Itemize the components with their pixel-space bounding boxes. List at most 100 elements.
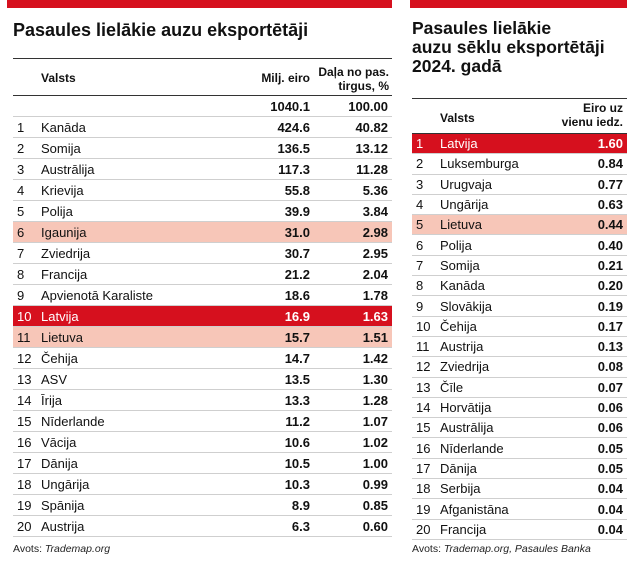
country-name: Nīderlande [440,440,504,456]
value-cell: 10.3 [284,476,310,492]
table-row: 20 Francija 0.04 [412,520,627,540]
rank: 10 [17,308,32,324]
value-cell: 0.63 [597,197,623,213]
rank: 18 [17,476,32,492]
country-name: Kanāda [440,278,485,294]
value-cell: 13.5 [284,371,310,387]
value-cell: 10.6 [284,434,310,450]
value-cell: 21.2 [284,266,310,282]
value-cell: 18.6 [284,287,310,303]
col-header-share-line1: Daļa no pas. [318,65,389,79]
table-row: 1 Latvija 1.60 [412,134,627,155]
value-cell: 14.7 [284,350,310,366]
value-cell: 0.07 [597,379,623,395]
table-row: 12 Zviedrija 0.08 [412,357,627,378]
country-name: Igaunija [41,224,87,240]
value-cell: 0.19 [597,298,623,314]
country-name: Luksemburga [440,156,519,172]
table-row: 9 Apvienotā Karaliste 18.6 1.78 [13,285,392,306]
country-name: Somija [440,257,480,273]
table-row: 19 Afganistāna 0.04 [412,499,627,520]
left-source: Avots: Trademap.org [13,543,110,555]
table-row: 7 Zviedrija 30.7 2.95 [13,243,392,264]
col-header-value-line2: vienu iedz. [561,115,623,129]
country-name: Somija [41,140,81,156]
table-row: 8 Kanāda 0.20 [412,276,627,297]
country-name: Austrija [41,518,85,534]
country-name: Zviedrija [41,245,91,261]
right-title: Pasaules lielākie auzu sēklu eksportētāj… [412,19,605,76]
country-name: Zviedrija [440,359,490,375]
value-cell: 0.44 [597,217,623,233]
col-header-value-line1: Eiro uz [582,101,623,115]
country-name: Čīle [440,379,464,395]
value-cell: 0.04 [597,481,623,497]
table-row: 10 Čehija 0.17 [412,317,627,337]
rank: 7 [416,257,424,273]
value-cell: 6.3 [291,518,310,534]
header-rule-top [412,98,627,99]
share-cell: 0.99 [362,476,388,492]
table-row: 13 Čīle 0.07 [412,378,627,398]
rank: 16 [416,440,431,456]
value-cell: 11.2 [285,413,310,429]
country-name: Spānija [41,497,85,513]
total-row: 1040.1 100.00 [13,96,392,117]
value-cell: 0.21 [597,257,623,273]
share-cell: 1.42 [362,350,388,366]
value-cell: 0.04 [597,521,623,537]
value-cell: 0.40 [597,237,623,253]
country-name: Austrija [440,339,484,355]
country-name: Čehija [41,350,78,366]
rank: 13 [416,379,431,395]
country-name: Horvātija [440,400,492,416]
country-name: Dānija [440,460,477,476]
value-cell: 16.9 [284,308,310,324]
table-row: 4 Krievija 55.8 5.36 [13,180,392,201]
rank: 16 [17,434,32,450]
col-header-share-line2: tirgus, % [338,79,389,93]
value-cell: 0.06 [597,400,623,416]
table-row: 11 Lietuva 15.7 1.51 [13,327,392,348]
left-source-label: Avots: [13,543,45,555]
table-row: 19 Spānija 8.9 0.85 [13,495,392,516]
table-row: 15 Austrālija 0.06 [412,418,627,439]
share-cell: 1.63 [362,308,388,324]
country-name: Čehija [440,318,477,334]
table-row: 12 Čehija 14.7 1.42 [13,348,392,369]
table-row: 5 Lietuva 0.44 [412,215,627,236]
value-cell: 13.3 [284,392,310,408]
country-name: Latvija [41,308,79,324]
left-title: Pasaules lielākie auzu eksportētāji [13,20,309,40]
share-cell: 2.98 [362,224,388,240]
rank: 11 [17,329,31,345]
share-cell: 1.02 [362,434,388,450]
rank: 2 [416,156,424,172]
rank: 18 [416,481,431,497]
right-title-line2: auzu sēklu eksportētāji [412,37,605,57]
rank: 15 [17,413,32,429]
rank: 5 [17,203,25,219]
rank: 15 [416,420,431,436]
table-row: 1 Kanāda 424.6 40.82 [13,117,392,138]
value-cell: 0.05 [597,460,623,476]
oat-seed-exporters-table: Pasaules lielākie auzu sēklu eksportētāj… [410,0,627,571]
country-name: Nīderlande [41,413,105,429]
country-name: Serbija [440,481,481,497]
table-row: 10 Latvija 16.9 1.63 [13,306,392,327]
value-cell: 0.08 [597,359,623,375]
right-source-label: Avots: [412,543,444,555]
country-name: Slovākija [440,298,493,314]
share-cell: 1.28 [362,392,388,408]
country-name: Polija [440,237,472,253]
share-cell: 0.60 [362,518,388,534]
rank: 6 [17,224,25,240]
value-cell: 0.13 [597,339,623,355]
share-cell: 2.04 [362,266,388,282]
oat-exporters-table: Pasaules lielākie auzu eksportētāji Vals… [7,0,392,571]
header-rule-bottom [412,133,627,134]
share-cell: 3.84 [362,203,388,219]
share-cell: 2.95 [362,245,388,261]
rank: 14 [416,400,431,416]
share-cell: 5.36 [362,182,388,198]
